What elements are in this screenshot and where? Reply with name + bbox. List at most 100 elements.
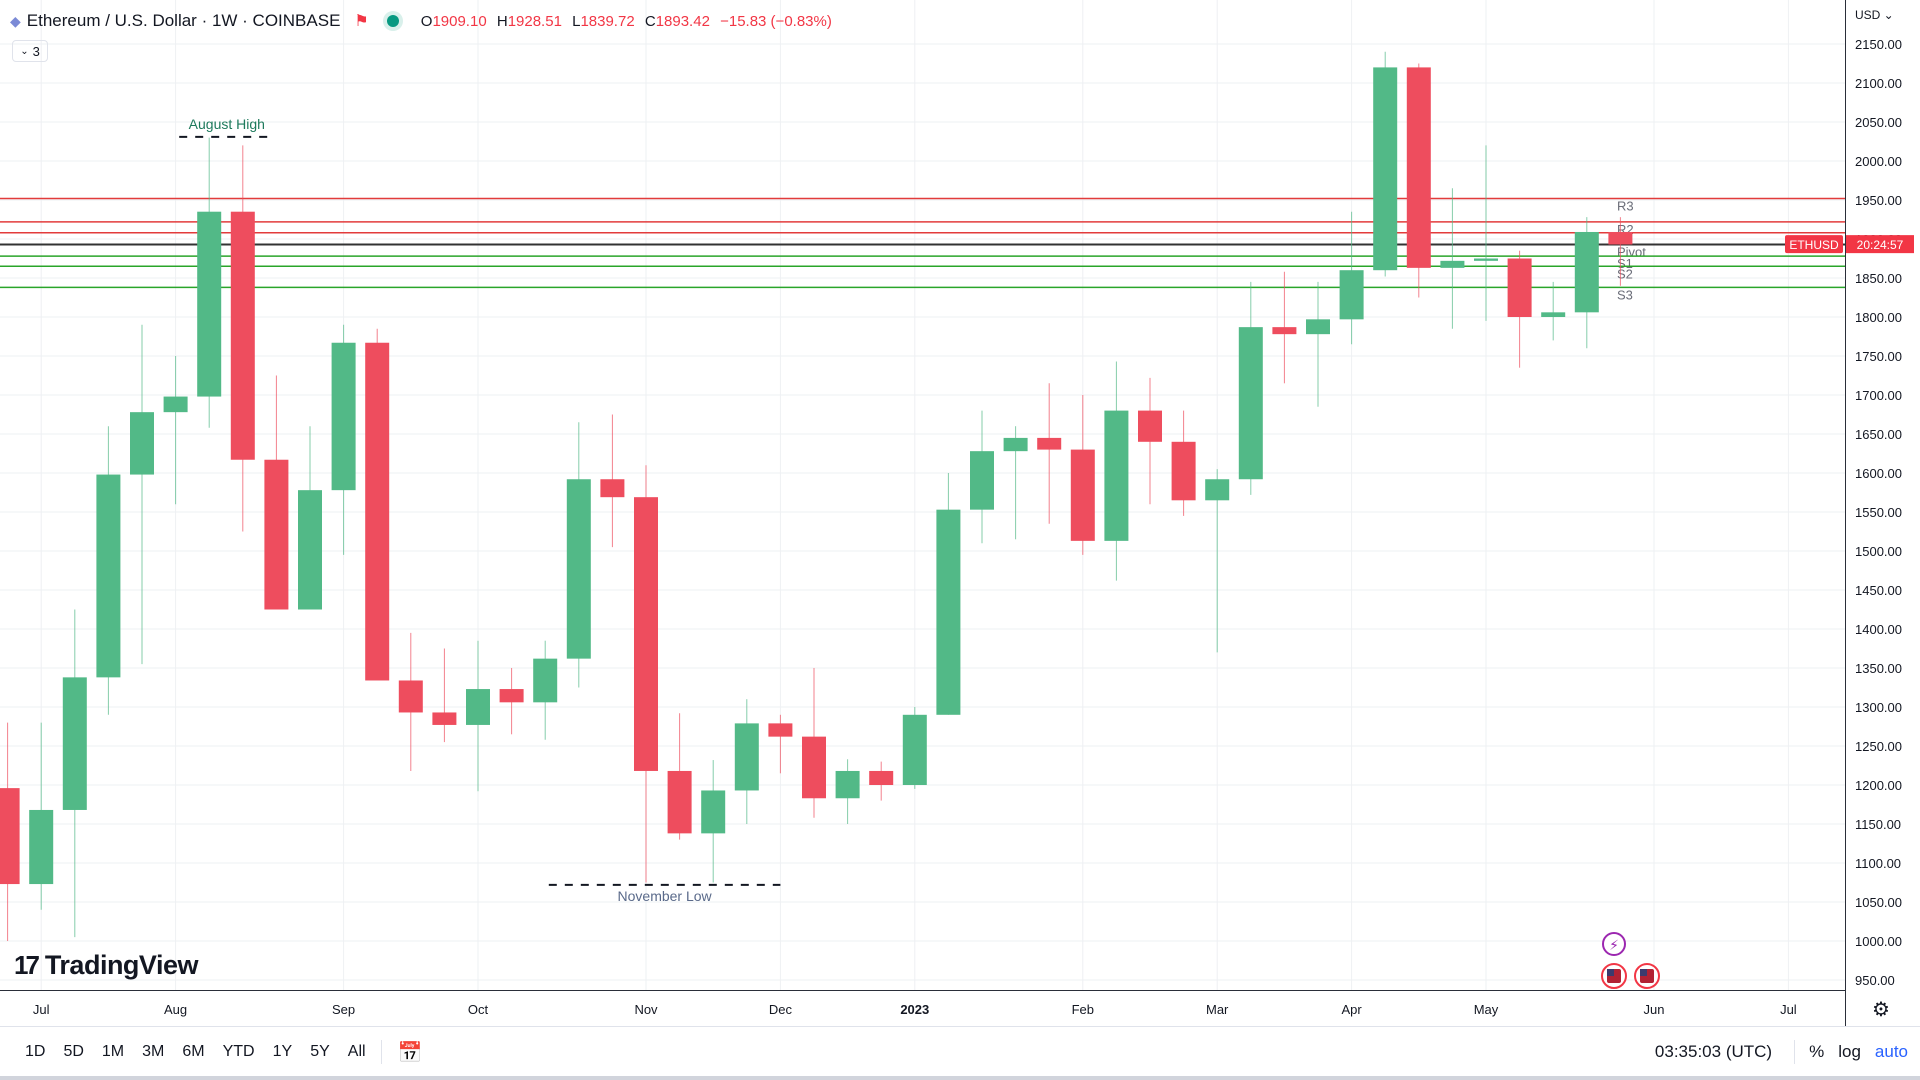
candle-body[interactable] bbox=[1306, 319, 1330, 335]
candle-body[interactable] bbox=[1138, 410, 1162, 442]
last-price-tag[interactable] bbox=[1846, 235, 1914, 254]
range-6m[interactable]: 6M bbox=[182, 1043, 205, 1060]
candle-body[interactable] bbox=[1238, 327, 1263, 480]
price-tick-label: 1100.00 bbox=[1855, 856, 1901, 871]
candle-body[interactable] bbox=[197, 211, 222, 397]
candle-body[interactable] bbox=[29, 809, 54, 885]
lightning-event-icon[interactable] bbox=[1602, 932, 1626, 956]
candle-body[interactable] bbox=[1574, 231, 1599, 313]
candle-body[interactable] bbox=[1070, 449, 1095, 541]
pivot-label-s3: S3 bbox=[1617, 287, 1633, 302]
candle-body[interactable] bbox=[701, 790, 726, 834]
tradingview-logo[interactable]: 17 TradingView bbox=[14, 950, 198, 981]
range-1d[interactable]: 1D bbox=[25, 1043, 46, 1060]
candle-body[interactable] bbox=[734, 723, 759, 791]
candle-body[interactable] bbox=[1104, 410, 1129, 541]
candle-body[interactable] bbox=[533, 658, 558, 703]
candle-body[interactable] bbox=[1205, 479, 1230, 501]
candle-body[interactable] bbox=[667, 770, 692, 834]
candle-body[interactable] bbox=[835, 770, 860, 799]
price-tick-label: 950.00 bbox=[1855, 973, 1895, 988]
candle-body[interactable] bbox=[331, 342, 356, 491]
candle-body[interactable] bbox=[634, 497, 658, 771]
gear-icon[interactable]: ⚙ bbox=[1872, 999, 1890, 1021]
candle-body[interactable] bbox=[1406, 67, 1431, 268]
price-tick-label: 1850.00 bbox=[1855, 271, 1902, 286]
currency-selector[interactable]: USD ⌄ bbox=[1855, 8, 1894, 22]
time-tick-label: Jul bbox=[33, 1002, 50, 1017]
price-tick-label: 1000.00 bbox=[1855, 934, 1902, 949]
candle-body[interactable] bbox=[1339, 270, 1364, 320]
lightning-glyph: ⚡ bbox=[1609, 938, 1619, 954]
symbol-title[interactable]: Ethereum / U.S. Dollar · 1W · COINBASE bbox=[26, 11, 341, 30]
time-tick-label: Oct bbox=[468, 1002, 489, 1017]
calendar-icon[interactable]: 📅 bbox=[397, 1041, 423, 1064]
range-5d[interactable]: 5D bbox=[63, 1043, 84, 1060]
time-tick-label: Nov bbox=[634, 1002, 658, 1017]
us-flag-canton bbox=[1607, 969, 1614, 976]
range-ytd[interactable]: YTD bbox=[222, 1043, 255, 1060]
flag-icon[interactable]: ⚑ bbox=[354, 13, 369, 30]
time-tick-label: Jun bbox=[1644, 1002, 1665, 1017]
candle-body[interactable] bbox=[600, 479, 625, 498]
candle-body[interactable] bbox=[298, 490, 322, 610]
log-toggle[interactable]: log bbox=[1838, 1042, 1861, 1061]
indicator-collapse-button[interactable]: ⌄ 3 bbox=[12, 40, 48, 62]
time-tick-label: Apr bbox=[1341, 1002, 1362, 1017]
utc-clock[interactable]: 03:35:03 (UTC) bbox=[1654, 1042, 1773, 1061]
candle-body[interactable] bbox=[432, 712, 457, 725]
price-tick-label: 1700.00 bbox=[1855, 388, 1902, 403]
candle-body[interactable] bbox=[1003, 437, 1028, 452]
candle-body[interactable] bbox=[1474, 258, 1498, 261]
candle-body[interactable] bbox=[869, 770, 894, 785]
divider bbox=[1794, 1040, 1796, 1064]
candle-body[interactable] bbox=[398, 680, 423, 713]
candle-body[interactable] bbox=[365, 342, 390, 681]
brand-text: TradingView bbox=[44, 950, 199, 980]
price-tick-label: 1750.00 bbox=[1855, 349, 1902, 364]
candle-body[interactable] bbox=[768, 723, 793, 737]
candle-body[interactable] bbox=[1373, 67, 1398, 271]
annotation-label[interactable]: August High bbox=[189, 116, 265, 132]
time-tick-label: Dec bbox=[769, 1002, 793, 1017]
candle-body[interactable] bbox=[902, 714, 927, 785]
range-all[interactable]: All bbox=[347, 1043, 366, 1060]
candle-body[interactable] bbox=[499, 689, 524, 703]
candle-body[interactable] bbox=[970, 451, 994, 510]
candle-body[interactable] bbox=[1037, 437, 1062, 450]
candle-body[interactable] bbox=[566, 479, 591, 659]
range-5y[interactable]: 5Y bbox=[310, 1043, 330, 1060]
candle-body[interactable] bbox=[1171, 441, 1196, 501]
range-1m[interactable]: 1M bbox=[101, 1043, 125, 1060]
candle-body[interactable] bbox=[1272, 327, 1297, 335]
price-tick-label: 1050.00 bbox=[1855, 895, 1902, 910]
auto-toggle[interactable]: auto bbox=[1874, 1042, 1908, 1061]
countdown-timer: 20:24:57 bbox=[1857, 238, 1904, 252]
percent-toggle[interactable]: % bbox=[1809, 1042, 1825, 1061]
candle-body[interactable] bbox=[1608, 231, 1633, 245]
candle-body[interactable] bbox=[1507, 258, 1532, 318]
candle-body[interactable] bbox=[1440, 260, 1465, 268]
candle-body[interactable] bbox=[230, 211, 255, 460]
low-value: 1839.72 bbox=[580, 12, 635, 30]
candle-body[interactable] bbox=[163, 396, 188, 413]
candle-body[interactable] bbox=[1541, 312, 1566, 317]
range-3m[interactable]: 3M bbox=[142, 1043, 165, 1060]
candle-body[interactable] bbox=[466, 689, 490, 725]
candle-body[interactable] bbox=[62, 677, 87, 810]
candle-body[interactable] bbox=[0, 788, 20, 885]
range-1y[interactable]: 1Y bbox=[272, 1043, 293, 1060]
divider bbox=[380, 1040, 382, 1064]
candle-body[interactable] bbox=[264, 459, 289, 610]
price-tick-label: 2000.00 bbox=[1855, 154, 1902, 169]
price-tick-label: 1600.00 bbox=[1855, 466, 1902, 481]
symbol-price-tag[interactable] bbox=[1785, 235, 1843, 254]
candle-body[interactable] bbox=[130, 412, 154, 475]
market-status-dot[interactable] bbox=[386, 15, 399, 27]
chart-header: ◆ Ethereum / U.S. Dollar · 1W · COINBASE… bbox=[10, 8, 832, 34]
candle-body[interactable] bbox=[802, 736, 826, 799]
candle-body[interactable] bbox=[936, 509, 961, 715]
annotation-label[interactable]: November Low bbox=[618, 888, 713, 904]
candle-body[interactable] bbox=[96, 474, 121, 678]
